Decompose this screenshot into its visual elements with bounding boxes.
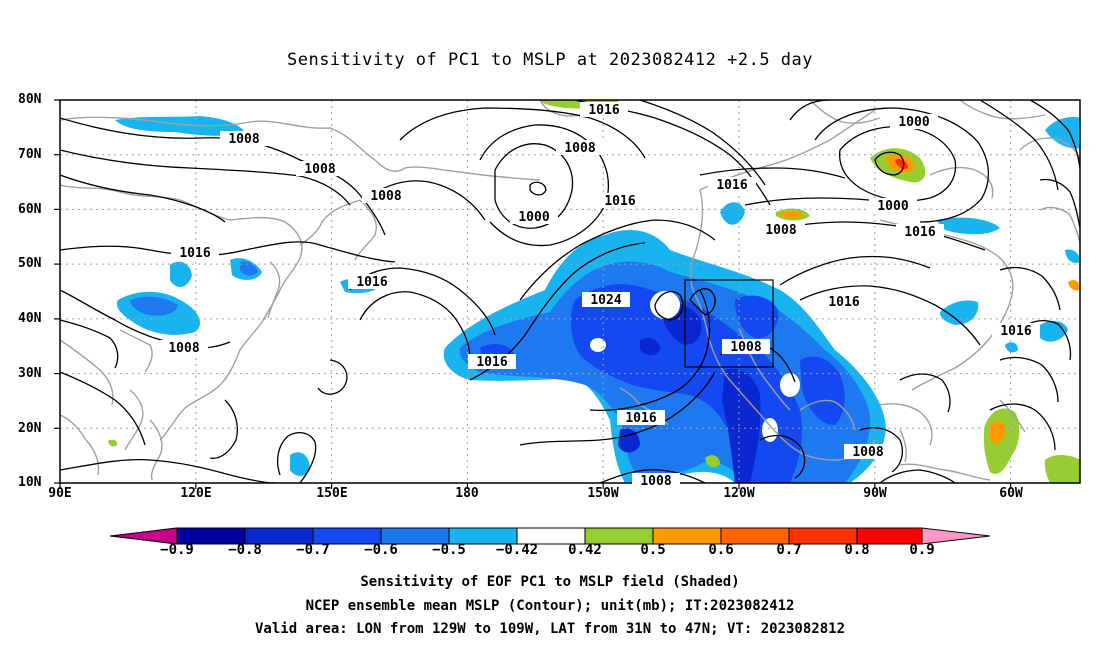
- caption-shading: Sensitivity of EOF PC1 to MSLP field (Sh…: [360, 574, 740, 590]
- contour-label: 1016: [708, 177, 756, 193]
- colorbar-label: 0.42: [568, 542, 602, 558]
- svg-text:1016: 1016: [828, 295, 859, 310]
- contour-label: 1008: [556, 140, 604, 156]
- lon-label: 60W: [999, 486, 1023, 501]
- colorbar-label: −0.7: [296, 542, 330, 558]
- svg-text:1008: 1008: [730, 340, 761, 355]
- caption-valid-area: Valid area: LON from 129W to 109W, LAT f…: [254, 621, 845, 637]
- contour-label: 1016: [596, 193, 644, 209]
- colorbar-label: −0.8: [228, 542, 262, 558]
- svg-text:1008: 1008: [564, 141, 595, 156]
- svg-text:1016: 1016: [476, 355, 507, 370]
- lon-label: 150E: [316, 486, 348, 501]
- caption-contour: NCEP ensemble mean MSLP (Contour); unit(…: [305, 598, 795, 614]
- valid-area-box: [684, 279, 774, 368]
- contour-label: 1000: [510, 209, 558, 225]
- svg-text:1008: 1008: [640, 474, 671, 489]
- contour-label: 1016: [820, 294, 868, 310]
- svg-text:1008: 1008: [765, 223, 796, 238]
- contour-label: 1016: [992, 323, 1040, 339]
- lon-label: 120W: [723, 486, 755, 501]
- contour-label: 1008: [362, 188, 410, 204]
- svg-text:1008: 1008: [304, 162, 335, 177]
- lat-label: 50N: [18, 256, 42, 271]
- contour-label: 1016: [171, 245, 219, 261]
- svg-text:1008: 1008: [228, 132, 259, 147]
- colorbar-label: −0.6: [364, 542, 398, 558]
- contour-labels: 1016 1008 1008 1008 1000 1016 1008 1016 …: [160, 102, 1040, 489]
- shading-gaps: [590, 291, 800, 442]
- lat-label: 60N: [18, 202, 42, 217]
- svg-text:1016: 1016: [904, 225, 935, 240]
- lon-label: 120E: [180, 486, 212, 501]
- contour-label: 1024: [582, 292, 630, 308]
- contour-label: 1008: [632, 473, 680, 489]
- svg-text:1008: 1008: [370, 189, 401, 204]
- lat-label: 40N: [18, 311, 42, 326]
- svg-text:1008: 1008: [168, 341, 199, 356]
- lat-label: 70N: [18, 147, 42, 162]
- contour-label: 1016: [580, 102, 628, 118]
- svg-text:1008: 1008: [852, 445, 883, 460]
- svg-text:1016: 1016: [588, 103, 619, 118]
- contour-label: 1008: [220, 131, 268, 147]
- svg-text:1000: 1000: [518, 210, 549, 225]
- lat-label: 20N: [18, 421, 42, 436]
- lon-label: 150W: [587, 486, 619, 501]
- colorbar-high-arrow: [921, 527, 991, 545]
- lat-label: 30N: [18, 366, 42, 381]
- contour-label: 1008: [757, 222, 805, 238]
- contour-label: 1016: [348, 274, 396, 290]
- contour-label: 1008: [296, 161, 344, 177]
- contour-label: 1000: [890, 114, 938, 130]
- lon-label: 180: [455, 486, 479, 501]
- contour-label: 1016: [617, 410, 665, 426]
- colorbar-label: −0.5: [432, 542, 466, 558]
- map-frame: [59, 99, 1081, 484]
- lon-label: 90W: [863, 486, 887, 501]
- colorbar-label: 0.8: [844, 542, 870, 558]
- svg-text:1016: 1016: [356, 275, 387, 290]
- svg-text:1016: 1016: [179, 246, 210, 261]
- contour-label: 1016: [896, 224, 944, 240]
- svg-text:1016: 1016: [625, 411, 656, 426]
- svg-text:1016: 1016: [604, 194, 635, 209]
- colorbar-label: 0.5: [640, 542, 666, 558]
- coastlines: [60, 100, 1080, 481]
- contour-label: 1016: [468, 354, 516, 370]
- colorbar-label: 0.6: [708, 542, 734, 558]
- svg-text:1016: 1016: [716, 178, 747, 193]
- contour-label: 1008: [160, 340, 208, 356]
- svg-text:1024: 1024: [590, 293, 621, 308]
- lat-label: 10N: [18, 475, 42, 490]
- contour-label: 1008: [722, 339, 770, 355]
- map-title: Sensitivity of PC1 to MSLP at 2023082412…: [286, 50, 813, 70]
- svg-text:1016: 1016: [1000, 324, 1031, 339]
- svg-text:1000: 1000: [877, 199, 908, 214]
- colorbar: [109, 527, 991, 545]
- lon-label: 90E: [48, 486, 72, 501]
- colorbar-label: −0.42: [495, 542, 539, 558]
- svg-text:1000: 1000: [898, 115, 929, 130]
- lat-label: 80N: [18, 92, 42, 107]
- colorbar-label: −0.9: [160, 542, 194, 558]
- colorbar-label: 0.9: [909, 542, 935, 558]
- colorbar-label: 0.7: [776, 542, 802, 558]
- axis-ticks: [54, 99, 1012, 489]
- contour-label: 1000: [869, 198, 917, 214]
- contour-label: 1008: [844, 444, 892, 460]
